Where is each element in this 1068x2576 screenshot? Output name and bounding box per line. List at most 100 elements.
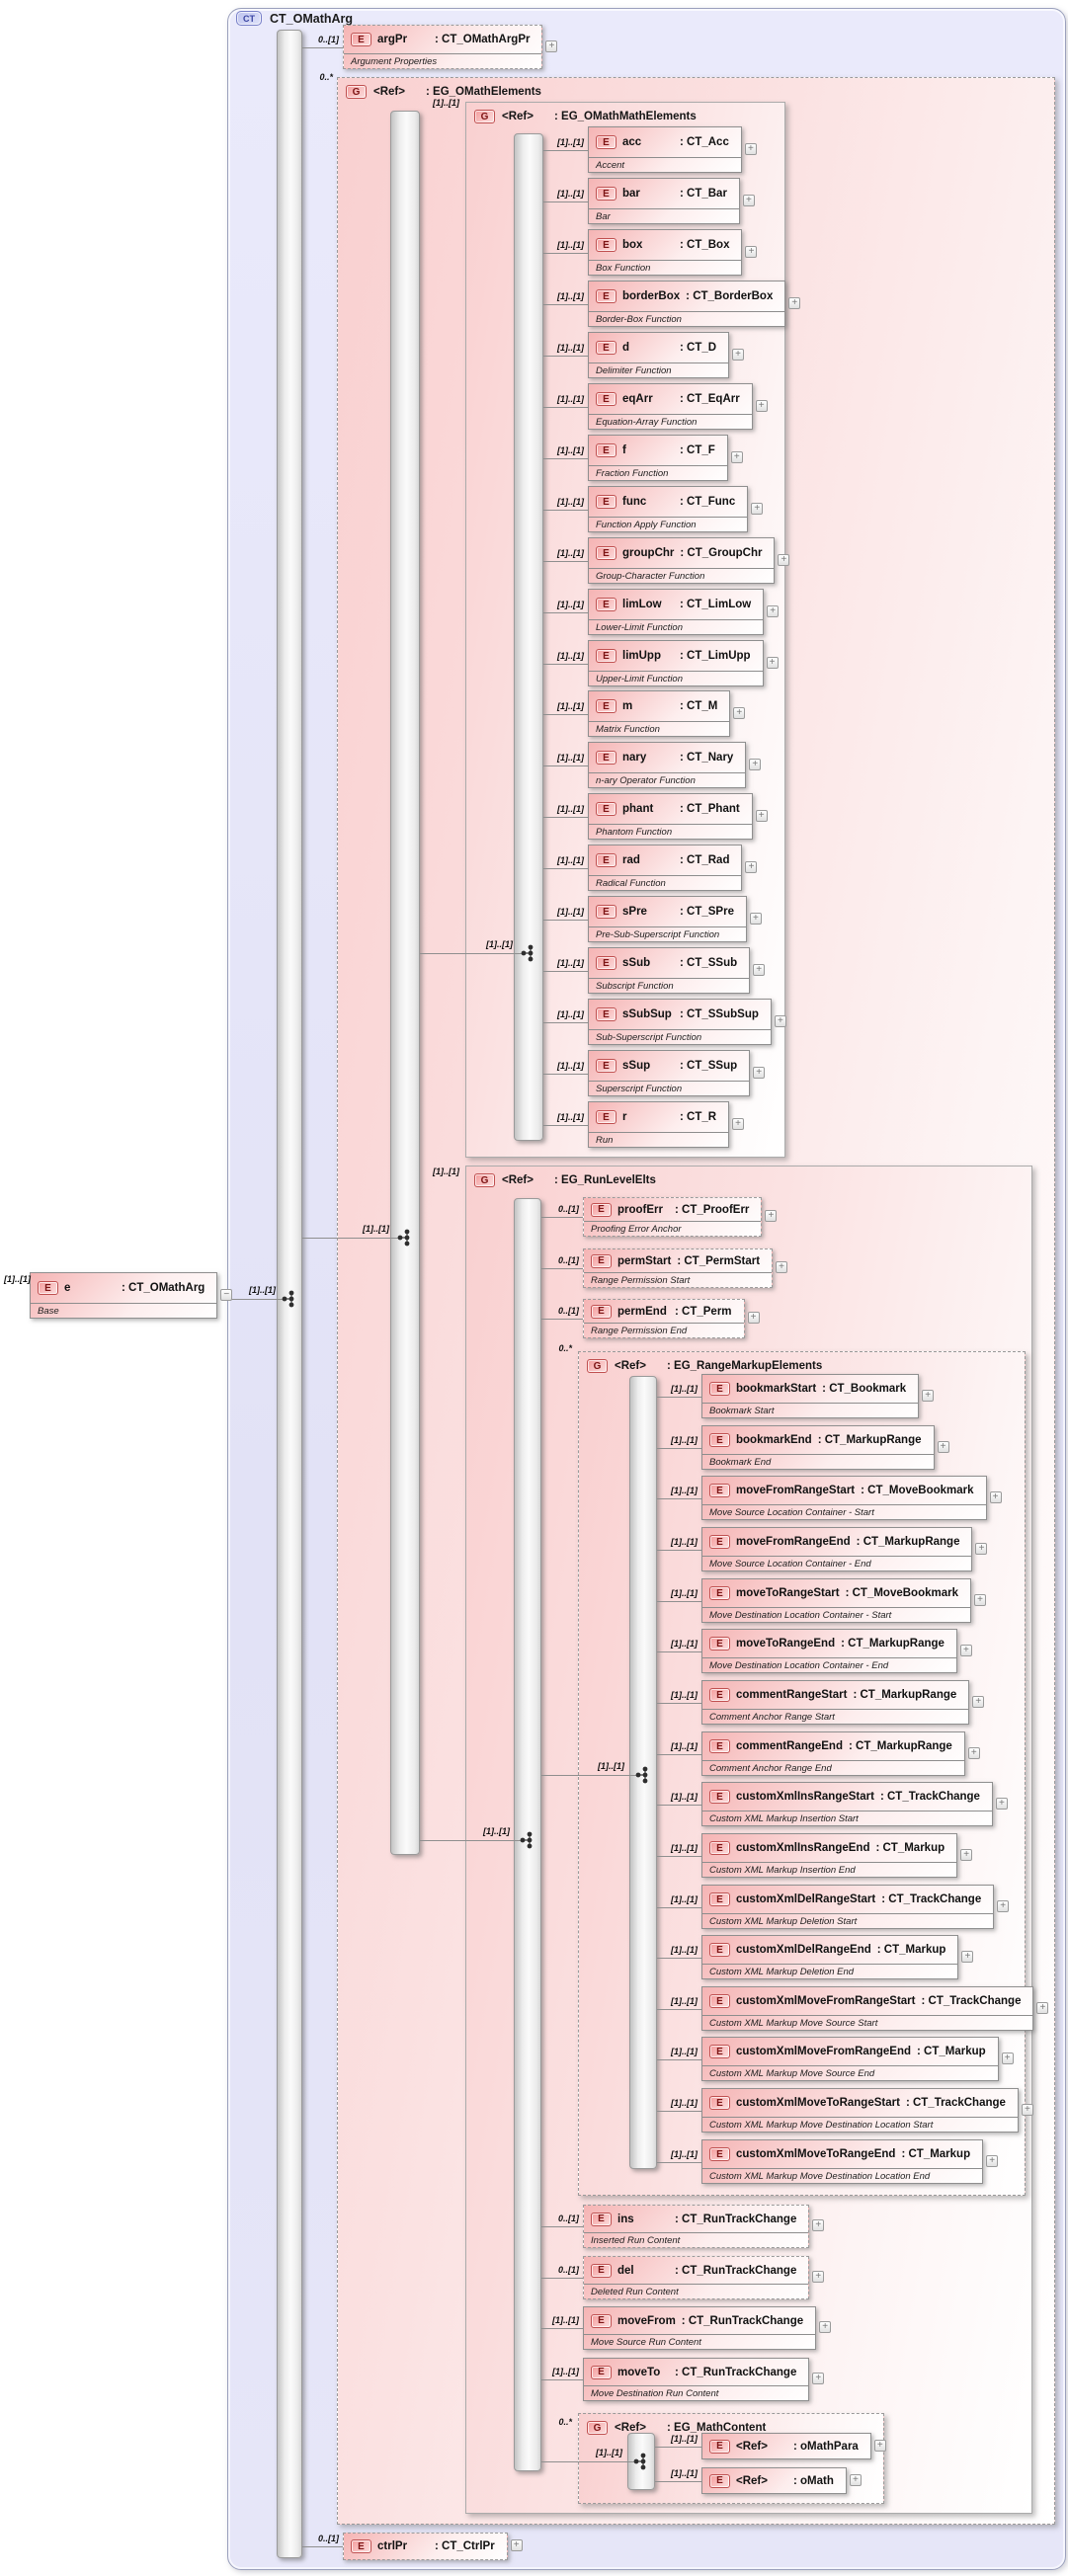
group-header-eg-runlevelelts[interactable]: G <Ref> EG_RunLevelElts <box>474 1173 656 1187</box>
expand-toggle[interactable]: + <box>545 40 558 52</box>
expand-toggle[interactable]: + <box>922 1389 935 1402</box>
expand-toggle[interactable]: + <box>745 860 758 873</box>
expand-toggle[interactable]: + <box>765 1210 778 1222</box>
expand-toggle[interactable]: + <box>753 1066 766 1079</box>
expand-toggle[interactable]: + <box>849 2473 862 2486</box>
expand-toggle[interactable]: + <box>989 1490 1002 1503</box>
expand-toggle[interactable]: − <box>220 1288 233 1301</box>
expand-toggle[interactable]: + <box>778 553 790 566</box>
expand-toggle[interactable]: + <box>744 142 757 155</box>
expand-toggle[interactable]: + <box>788 296 801 309</box>
expand-toggle[interactable]: + <box>755 809 768 822</box>
expand-toggle[interactable]: + <box>749 912 762 925</box>
element-m[interactable]: Em CT_M Matrix Function + <box>588 690 746 737</box>
element-ref-omath[interactable]: E <Ref> oMath + <box>701 2467 862 2494</box>
expand-toggle[interactable]: + <box>510 2539 523 2551</box>
expand-toggle[interactable]: + <box>819 2321 832 2333</box>
expand-toggle[interactable]: + <box>755 399 768 412</box>
expand-toggle[interactable]: + <box>749 758 762 770</box>
expand-toggle[interactable]: + <box>751 502 764 515</box>
expand-toggle[interactable]: + <box>1001 2052 1014 2064</box>
expand-toggle[interactable]: + <box>753 963 766 976</box>
expand-toggle[interactable]: + <box>747 1312 760 1324</box>
expand-toggle[interactable]: + <box>742 194 755 206</box>
expand-toggle[interactable]: + <box>959 1644 972 1656</box>
expand-toggle[interactable]: + <box>730 450 743 463</box>
group-header-eg-omathelements[interactable]: G <Ref> EG_OMathElements <box>346 85 541 99</box>
expand-toggle[interactable]: + <box>733 706 746 719</box>
expand-toggle[interactable]: + <box>812 2271 825 2283</box>
group-header-eg-mathcontent[interactable]: G <Ref> EG_MathContent <box>587 2421 766 2435</box>
expand-toggle[interactable]: + <box>812 2219 825 2231</box>
element-f[interactable]: Ef CT_F Fraction Function + <box>588 435 743 481</box>
expand-toggle[interactable]: + <box>997 1899 1010 1912</box>
group-header-eg-omathmathelements[interactable]: G <Ref> EG_OMathMathElements <box>474 110 697 123</box>
group-header-eg-rangemarkupelements[interactable]: G <Ref> EG_RangeMarkupElements <box>587 1359 822 1373</box>
expand-toggle[interactable]: + <box>937 1440 949 1453</box>
expand-toggle[interactable]: + <box>1021 2103 1033 2116</box>
expand-toggle[interactable]: + <box>974 1593 986 1606</box>
expand-toggle[interactable]: + <box>745 245 758 258</box>
expand-toggle[interactable]: + <box>776 1261 788 1273</box>
expand-toggle[interactable]: + <box>766 656 779 669</box>
expand-toggle[interactable]: + <box>961 1950 974 1963</box>
expand-toggle[interactable]: + <box>995 1797 1008 1810</box>
expand-toggle[interactable]: + <box>873 2439 886 2452</box>
expand-toggle[interactable]: + <box>812 2373 825 2384</box>
expand-toggle[interactable]: + <box>732 1117 745 1130</box>
element-e[interactable]: Ee CT_OMathArg Base − <box>30 1272 233 1319</box>
expand-toggle[interactable]: + <box>967 1746 980 1759</box>
expand-toggle[interactable]: + <box>986 2154 999 2167</box>
expand-toggle[interactable]: + <box>972 1695 985 1708</box>
expand-toggle[interactable]: + <box>975 1542 988 1555</box>
expand-toggle[interactable]: + <box>1036 2001 1049 2014</box>
expand-toggle[interactable]: + <box>767 604 780 617</box>
element-r[interactable]: Er CT_R Run + <box>588 1101 745 1148</box>
element-d[interactable]: Ed CT_D Delimiter Function + <box>588 332 745 378</box>
element-ref-omathpara[interactable]: E <Ref> oMathPara + <box>701 2433 886 2459</box>
expand-toggle[interactable]: + <box>774 1014 786 1027</box>
expand-toggle[interactable]: + <box>960 1848 973 1861</box>
expand-toggle[interactable]: + <box>732 348 745 361</box>
